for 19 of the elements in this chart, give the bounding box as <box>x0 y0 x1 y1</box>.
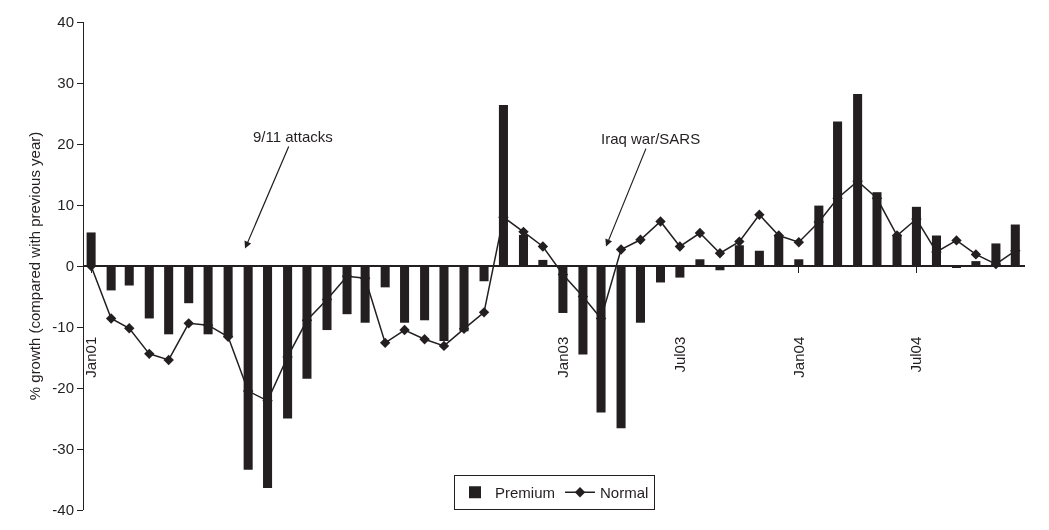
y-tick-label: -20 <box>52 379 74 397</box>
x-tick-label: Jan04 <box>789 336 807 378</box>
y-axis-title: % growth (compared with previous year) <box>25 131 43 401</box>
y-tick-label: 20 <box>57 135 74 153</box>
y-tick-label: 0 <box>65 257 74 275</box>
legend-label: Normal <box>600 484 649 502</box>
y-tick-label: -10 <box>52 318 74 336</box>
y-tick-label: -30 <box>52 440 74 458</box>
x-tick-label: Jan03 <box>553 336 571 378</box>
legend-label: Premium <box>495 484 556 502</box>
x-tick-label: Jul03 <box>670 336 688 373</box>
y-tick-label: 30 <box>57 74 74 92</box>
y-tick-label: 10 <box>57 196 74 214</box>
x-tick-label: Jan01 <box>81 336 99 378</box>
x-tick-label: Jul04 <box>907 336 925 373</box>
y-tick-label: -40 <box>52 501 74 519</box>
annotation: Iraq war/SARS <box>601 130 701 147</box>
annotation: 9/11 attacks <box>253 128 333 145</box>
y-tick-label: 40 <box>57 13 74 31</box>
